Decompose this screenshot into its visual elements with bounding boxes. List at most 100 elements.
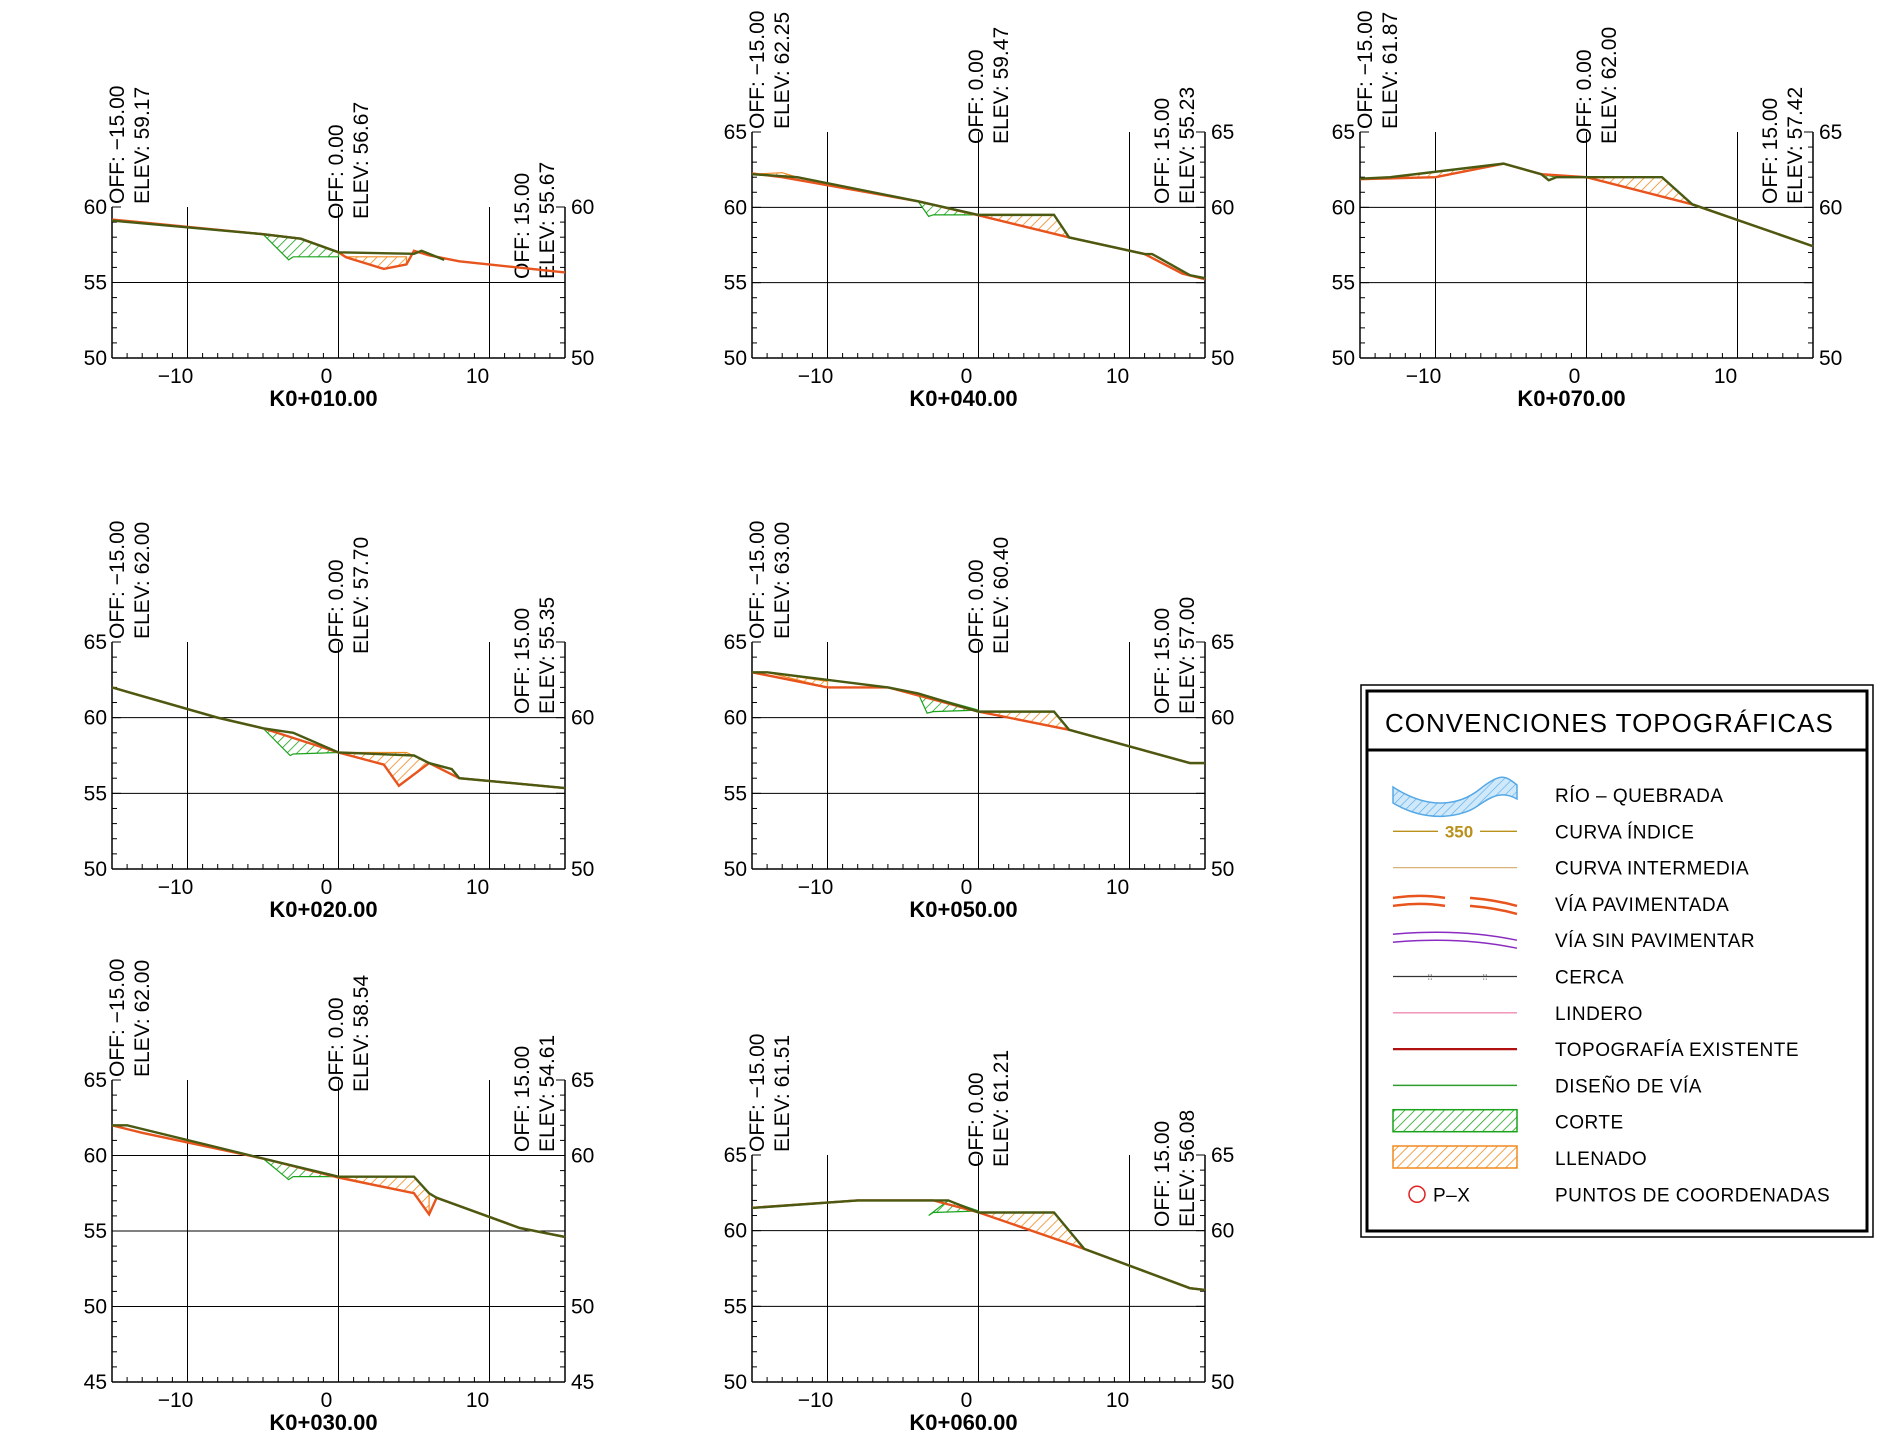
left-tick-label: 50 [1332, 347, 1355, 370]
left-tick-label: 60 [84, 196, 107, 219]
unpaved-road-icon [1392, 931, 1518, 949]
legend-row-unpaved-road: VÍA SIN PAVIMENTAR [1392, 931, 1755, 952]
legend-label-boundary: LINDERO [1555, 1004, 1643, 1025]
station-label: K0+030.00 [269, 1410, 377, 1435]
paved-road-icon [1392, 894, 1518, 916]
x-tick-label: 10 [466, 1389, 489, 1412]
offset-label: OFF: −15.00 [106, 959, 129, 1077]
right-tick-label: 50 [571, 347, 594, 370]
right-tick-label: 60 [571, 1145, 594, 1168]
legend-row-cut: CORTE [1392, 1108, 1624, 1134]
offset-label: OFF: 15.00 [511, 1046, 534, 1152]
right-tick-label: 60 [571, 196, 594, 219]
right-tick-label: 50 [571, 858, 594, 881]
legend-label-existing-topo: TOPOGRAFÍA EXISTENTE [1555, 1040, 1799, 1061]
x-tick-label: −10 [158, 1389, 194, 1412]
x-tick-label: −10 [1406, 365, 1442, 388]
index-contour-value: 350 [1445, 822, 1473, 841]
left-tick-label: 65 [84, 1069, 107, 1092]
right-tick-label: 50 [571, 1296, 594, 1319]
elevation-label: ELEV: 57.00 [1176, 597, 1199, 714]
legend-label-fence: CERCA [1555, 968, 1624, 989]
legend-row-index-contour: CURVA ÍNDICE 350 [1393, 822, 1694, 843]
right-tick-label: 65 [1211, 631, 1234, 654]
legend-inner-border [1365, 689, 1869, 1233]
station-label: K0+070.00 [1517, 386, 1625, 411]
x-tick-label: 0 [321, 1389, 333, 1412]
elevation-label: ELEV: 57.42 [1784, 87, 1807, 204]
offset-label: OFF: 0.00 [325, 124, 348, 219]
left-tick-label: 55 [724, 1295, 747, 1318]
left-tick-label: 65 [84, 631, 107, 654]
x-tick-label: −10 [158, 365, 194, 388]
left-tick-label: 60 [84, 1145, 107, 1168]
offset-label: OFF: 15.00 [1759, 98, 1782, 204]
x-tick-label: 0 [961, 1389, 973, 1412]
right-tick-label: 60 [1211, 707, 1234, 730]
left-tick-label: 50 [724, 858, 747, 881]
legend-row-road-design: DISEÑO DE VÍA [1393, 1075, 1702, 1097]
road-design-line [112, 1124, 566, 1239]
legend-label-cut: CORTE [1555, 1113, 1624, 1134]
x-tick-label: 10 [1106, 1389, 1129, 1412]
station-label: K0+010.00 [269, 386, 377, 411]
left-tick-label: 45 [84, 1371, 107, 1394]
station-label: K0+050.00 [909, 897, 1017, 922]
road-design-line [111, 219, 445, 261]
elevation-label: ELEV: 59.17 [131, 87, 154, 204]
fill-swatch-icon [1392, 1145, 1518, 1169]
left-tick-label: 60 [724, 196, 747, 219]
offset-label: OFF: −15.00 [746, 1034, 769, 1152]
offset-label: OFF: −15.00 [106, 86, 129, 204]
right-tick-label: 60 [1211, 1220, 1234, 1243]
x-tick-label: −10 [798, 876, 834, 899]
legend-label-river: RÍO – QUEBRADA [1555, 786, 1724, 807]
cut-swatch-icon [1392, 1108, 1518, 1133]
left-tick-label: 60 [724, 707, 747, 730]
offset-label: OFF: 15.00 [1151, 1121, 1174, 1227]
elevation-label: ELEV: 61.21 [990, 1050, 1013, 1167]
offset-label: OFF: 15.00 [1151, 608, 1174, 714]
road-design-line [751, 172, 1206, 280]
elevation-label: ELEV: 62.25 [771, 12, 794, 129]
offset-label: OFF: 0.00 [965, 1072, 988, 1167]
legend-label-paved-road: VÍA PAVIMENTADA [1555, 895, 1729, 916]
right-tick-label: 65 [1211, 121, 1234, 144]
left-tick-label: 65 [724, 631, 747, 654]
left-tick-label: 50 [84, 1296, 107, 1319]
x-tick-label: 10 [1106, 876, 1129, 899]
left-tick-label: 55 [84, 782, 107, 805]
station-label: K0+040.00 [909, 386, 1017, 411]
left-tick-label: 50 [724, 347, 747, 370]
right-tick-label: 45 [571, 1371, 594, 1394]
offset-label: OFF: 15.00 [1151, 98, 1174, 204]
offset-label: OFF: −15.00 [1354, 11, 1377, 129]
circle-point-icon [1408, 1185, 1426, 1204]
elevation-label: ELEV: 56.67 [350, 102, 373, 219]
x-tick-label: 10 [466, 365, 489, 388]
left-tick-label: 55 [724, 782, 747, 805]
left-tick-label: 65 [724, 1144, 747, 1167]
left-tick-label: 65 [1332, 121, 1355, 144]
road-design-line [1359, 162, 1814, 248]
offset-label: OFF: −15.00 [106, 521, 129, 639]
profile-K0+060.00: 50 55 60 65 50 60 65 −10 0 10 K0+060.00 OFF: −15.00… [724, 1034, 1235, 1435]
right-tick-label: 65 [1211, 1144, 1234, 1167]
left-tick-label: 65 [724, 121, 747, 144]
elevation-label: ELEV: 54.61 [536, 1035, 559, 1152]
left-tick-label: 60 [1332, 196, 1355, 219]
legend-label-road-design: DISEÑO DE VÍA [1555, 1075, 1702, 1097]
left-tick-label: 50 [84, 347, 107, 370]
elevation-label: ELEV: 55.23 [1176, 87, 1199, 204]
offset-label: OFF: 0.00 [965, 559, 988, 654]
elevation-label: ELEV: 58.54 [350, 975, 373, 1092]
right-tick-label: 60 [1211, 196, 1234, 219]
left-tick-label: 60 [84, 707, 107, 730]
legend-outer-border [1360, 684, 1874, 1238]
elevation-label: ELEV: 59.47 [990, 27, 1013, 144]
station-label: K0+060.00 [909, 1410, 1017, 1435]
station-label: K0+020.00 [269, 897, 377, 922]
